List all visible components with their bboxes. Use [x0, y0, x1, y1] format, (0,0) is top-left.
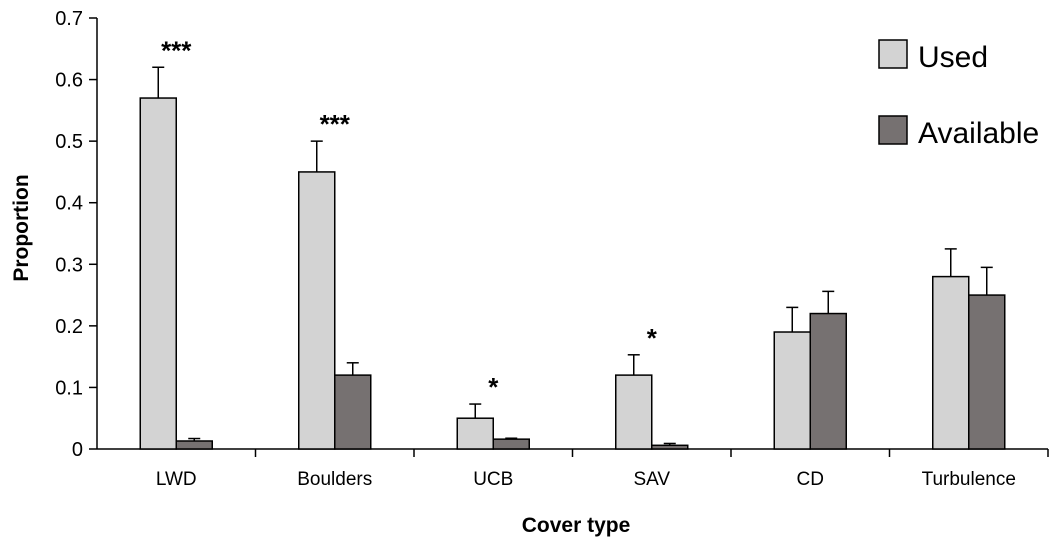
significance-marker: ***	[320, 109, 351, 139]
y-tick-label: 0	[72, 439, 83, 461]
bar-used-lwd	[139, 97, 177, 450]
bar-used-turbulence	[932, 275, 970, 450]
y-tick-label: 0.6	[55, 70, 83, 92]
y-axis-title: Proportion	[10, 174, 33, 281]
x-tick-label: SAV	[633, 469, 670, 490]
x-tick-label: Boulders	[297, 469, 372, 490]
bar-available-cd	[809, 312, 847, 450]
legend-label-used: Used	[918, 41, 988, 74]
y-tick-label: 0.3	[55, 254, 83, 276]
significance-marker: *	[647, 323, 658, 353]
y-tick-label: 0.7	[55, 8, 83, 30]
legend-swatch-used	[878, 39, 908, 69]
x-tick-label: LWD	[156, 469, 197, 490]
bar-available-lwd	[175, 440, 213, 450]
bar-used-boulders	[298, 171, 336, 450]
y-tick-label: 0.5	[55, 131, 83, 153]
legend-label-available: Available	[918, 117, 1039, 150]
legend-swatch-available	[878, 115, 908, 145]
x-axis-title: Cover type	[522, 514, 631, 537]
y-tick-label: 0.1	[55, 377, 83, 399]
bar-used-sav	[615, 374, 653, 450]
bar-available-sav	[651, 444, 689, 450]
y-tick-label: 0.4	[55, 193, 83, 215]
bar-available-boulders	[334, 374, 372, 450]
labels: *** LWD *** Boulders * UCB * SAV CD Turbulence	[156, 35, 1016, 490]
significance-marker: ***	[161, 35, 192, 65]
bar-used-ucb	[456, 417, 494, 450]
bar-available-ucb	[492, 438, 530, 450]
bars	[139, 66, 1006, 450]
x-tick-label: UCB	[473, 469, 513, 490]
x-tick-label: CD	[797, 469, 824, 490]
y-tick-label: 0.2	[55, 316, 83, 338]
significance-marker: *	[488, 372, 499, 402]
bar-available-turbulence	[968, 294, 1006, 450]
bar-used-cd	[773, 331, 811, 450]
legend: Used Available	[878, 39, 1039, 150]
x-axis	[97, 448, 1049, 457]
x-tick-label: Turbulence	[922, 469, 1016, 490]
y-axis: 0 0.1 0.2 0.3 0.4 0.5 0.6 0.7	[55, 8, 98, 461]
